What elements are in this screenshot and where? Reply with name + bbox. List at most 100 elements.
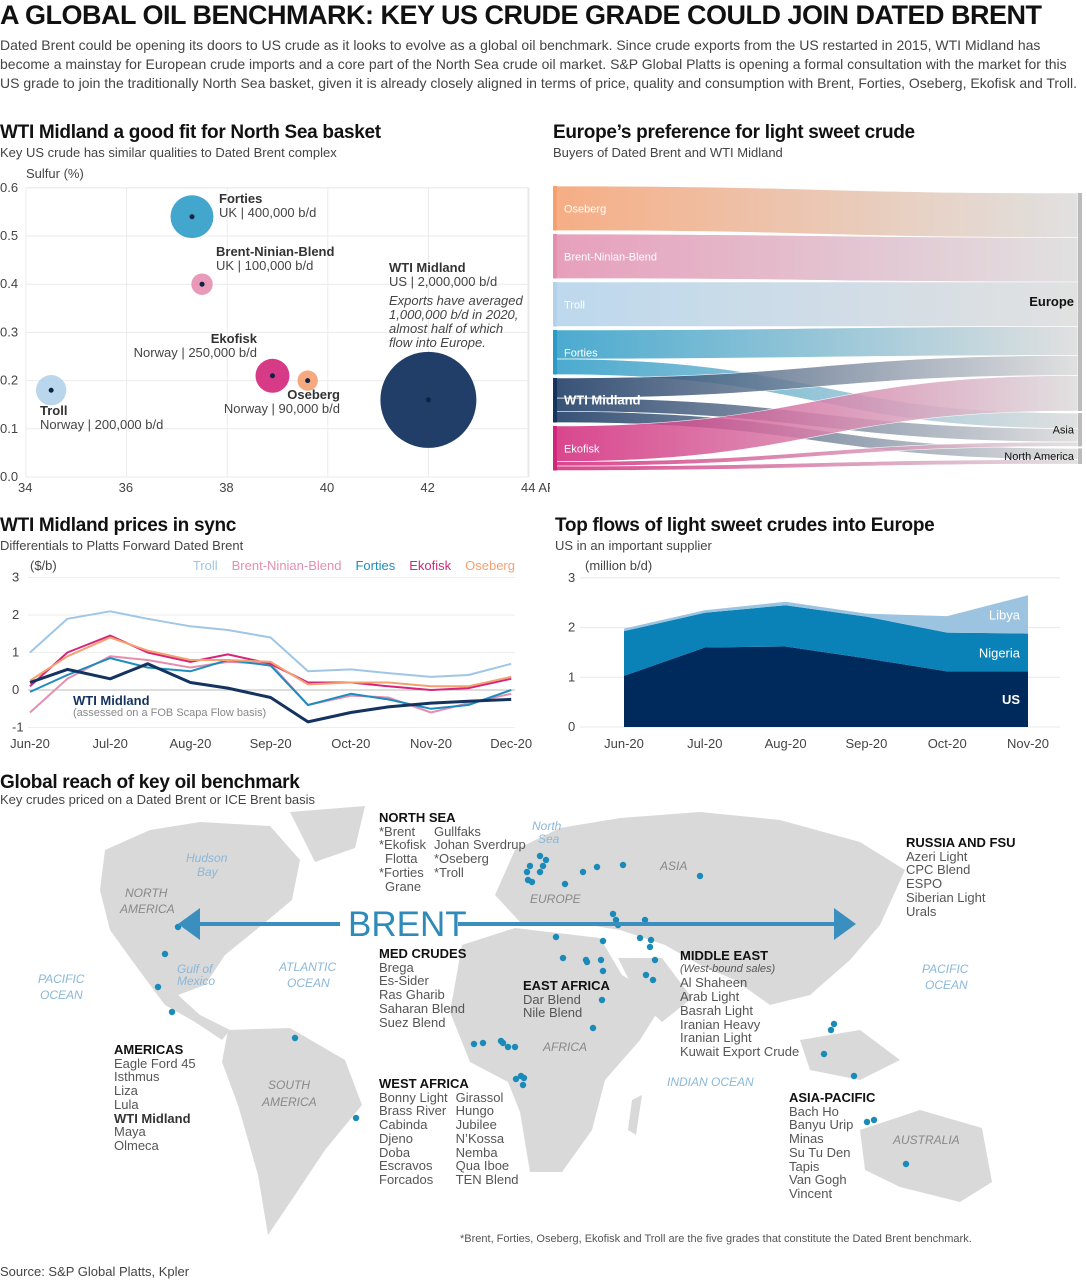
location-dot — [539, 862, 547, 870]
x-tick-label: Sep-20 — [250, 736, 292, 751]
x-tick-label: 44 API — [521, 480, 550, 495]
location-dot — [599, 937, 607, 945]
legend-item: Forties — [355, 558, 396, 573]
source-node — [553, 186, 557, 231]
crude-name: Nemba — [455, 1144, 498, 1160]
location-dot — [827, 1026, 835, 1034]
page-title: A GLOBAL OIL BENCHMARK: KEY US CRUDE GRA… — [0, 0, 1042, 30]
source-label: Ekofisk — [564, 443, 600, 455]
crude-name: Es-Sider — [379, 973, 429, 989]
crude-name: N’Kossa — [455, 1130, 505, 1146]
y-tick-label: 3 — [12, 570, 19, 585]
location-dot — [579, 868, 587, 876]
location-dot — [902, 1160, 910, 1168]
ocean-label: North — [532, 819, 562, 833]
location-dot — [519, 1081, 527, 1089]
destination-node — [1078, 193, 1082, 412]
sankey-subtitle: Buyers of Dated Brent and WTI Midland — [553, 145, 783, 160]
location-dot — [536, 868, 544, 876]
location-dot — [696, 872, 704, 880]
crude-name: Nile Blend — [523, 1005, 583, 1021]
crude-name: Bonny Light — [379, 1089, 448, 1105]
x-tick-label: 34 — [18, 480, 32, 495]
label-wti: WTI Midland US | 2,000,000 b/d — [389, 260, 498, 289]
location-dot — [850, 1072, 858, 1080]
map-title: Global reach of key oil benchmark — [0, 772, 300, 793]
crude-name: Johan Sverdrup — [433, 837, 526, 853]
bubble-center-dot — [305, 378, 311, 384]
location-dot — [523, 868, 531, 876]
y-tick-label: 0.3 — [0, 324, 18, 339]
sankey-title: Europe’s preference for light sweet crud… — [553, 122, 915, 143]
crude-name: Escravos — [379, 1158, 433, 1174]
x-tick-label: Nov-20 — [410, 736, 452, 751]
crude-name: Urals — [906, 903, 937, 919]
x-tick-label: 36 — [119, 480, 133, 495]
location-dot — [542, 856, 550, 864]
location-dot — [291, 1034, 299, 1042]
ocean-label: PACIFIC — [38, 972, 85, 986]
arrow-east-head — [834, 908, 856, 940]
source-label: Brent-Ninian-Blend — [564, 251, 657, 263]
ocean-label: OCEAN — [925, 978, 968, 992]
crude-name: Grane — [385, 878, 422, 894]
bubble-center-dot — [189, 214, 195, 220]
area-y-label: (million b/d) — [585, 558, 653, 573]
destination-label: North America — [1004, 451, 1075, 463]
crude-name: Al Shaheen — [680, 975, 748, 991]
area-series-label: Libya — [989, 607, 1021, 622]
bubble-center-dot — [269, 373, 275, 379]
bubble-center-dot — [425, 397, 431, 403]
location-dot — [820, 1050, 828, 1058]
continent-label: AUSTRALIA — [892, 1133, 960, 1147]
crude-name: Siberian Light — [906, 889, 986, 905]
crude-name: Brass River — [379, 1103, 447, 1119]
y-tick-label: 1 — [568, 669, 575, 684]
se-asia-islands-shape — [800, 1030, 900, 1080]
crude-name: Doba — [379, 1144, 411, 1160]
crude-name: Saharan Blend — [379, 1000, 466, 1016]
crude-name: WTI Midland — [114, 1110, 191, 1126]
location-dot — [649, 976, 657, 984]
crude-name: *Brent — [379, 823, 416, 839]
x-tick-label: 42 — [420, 480, 434, 495]
location-dot — [479, 1039, 487, 1047]
continent-label: AFRICA — [542, 1040, 587, 1054]
region-title: ASIA-PACIFIC — [789, 1090, 876, 1105]
y-tick-label: 3 — [568, 570, 575, 585]
region-russia-fsu: RUSSIA AND FSU Azeri Light CPC Blend ESPO Si… — [906, 836, 1016, 918]
ocean-label: Bay — [197, 865, 219, 879]
source-label: Troll — [564, 299, 585, 311]
line-y-label: ($/b) — [30, 558, 57, 573]
area-us — [624, 646, 1028, 727]
x-tick-label: Jun-20 — [10, 736, 50, 751]
area-chart-subtitle: US in an important supplier — [555, 538, 712, 553]
ocean-label: Sea — [538, 832, 560, 846]
line-troll — [29, 610, 512, 678]
destination-node — [1078, 413, 1082, 447]
legend-item: Ekofisk — [409, 558, 452, 573]
ocean-label: Mexico — [177, 974, 215, 988]
location-dot — [504, 1043, 512, 1051]
crude-name: Jubilee — [455, 1117, 497, 1133]
crude-name: Vincent — [789, 1185, 833, 1201]
brent-label: BRENT — [348, 905, 467, 944]
crude-name: Van Gogh — [789, 1172, 847, 1188]
y-tick-label: 0.4 — [0, 276, 18, 291]
area-series-label: US — [1002, 692, 1020, 707]
location-dot — [561, 880, 569, 888]
location-dot — [642, 971, 650, 979]
central-america-shape — [150, 985, 230, 1040]
location-dot — [536, 852, 544, 860]
location-dot — [470, 1040, 478, 1048]
location-dot — [619, 861, 627, 869]
label-bnb: Brent-Ninian-Blend UK | 100,000 b/d — [216, 244, 335, 273]
brent-arrows — [178, 908, 856, 940]
crude-name: Tapis — [789, 1158, 820, 1174]
location-dot — [511, 1043, 519, 1051]
source-label: WTI Midland — [564, 392, 641, 407]
region-west-africa: WEST AFRICA Bonny Light Brass River Cabind… — [379, 1076, 519, 1187]
crude-name: Flotta — [385, 851, 418, 867]
region-middle-east: MIDDLE EAST (West-bound sales) Al Shaheen A… — [680, 949, 799, 1059]
crude-name: Isthmus — [114, 1069, 160, 1085]
